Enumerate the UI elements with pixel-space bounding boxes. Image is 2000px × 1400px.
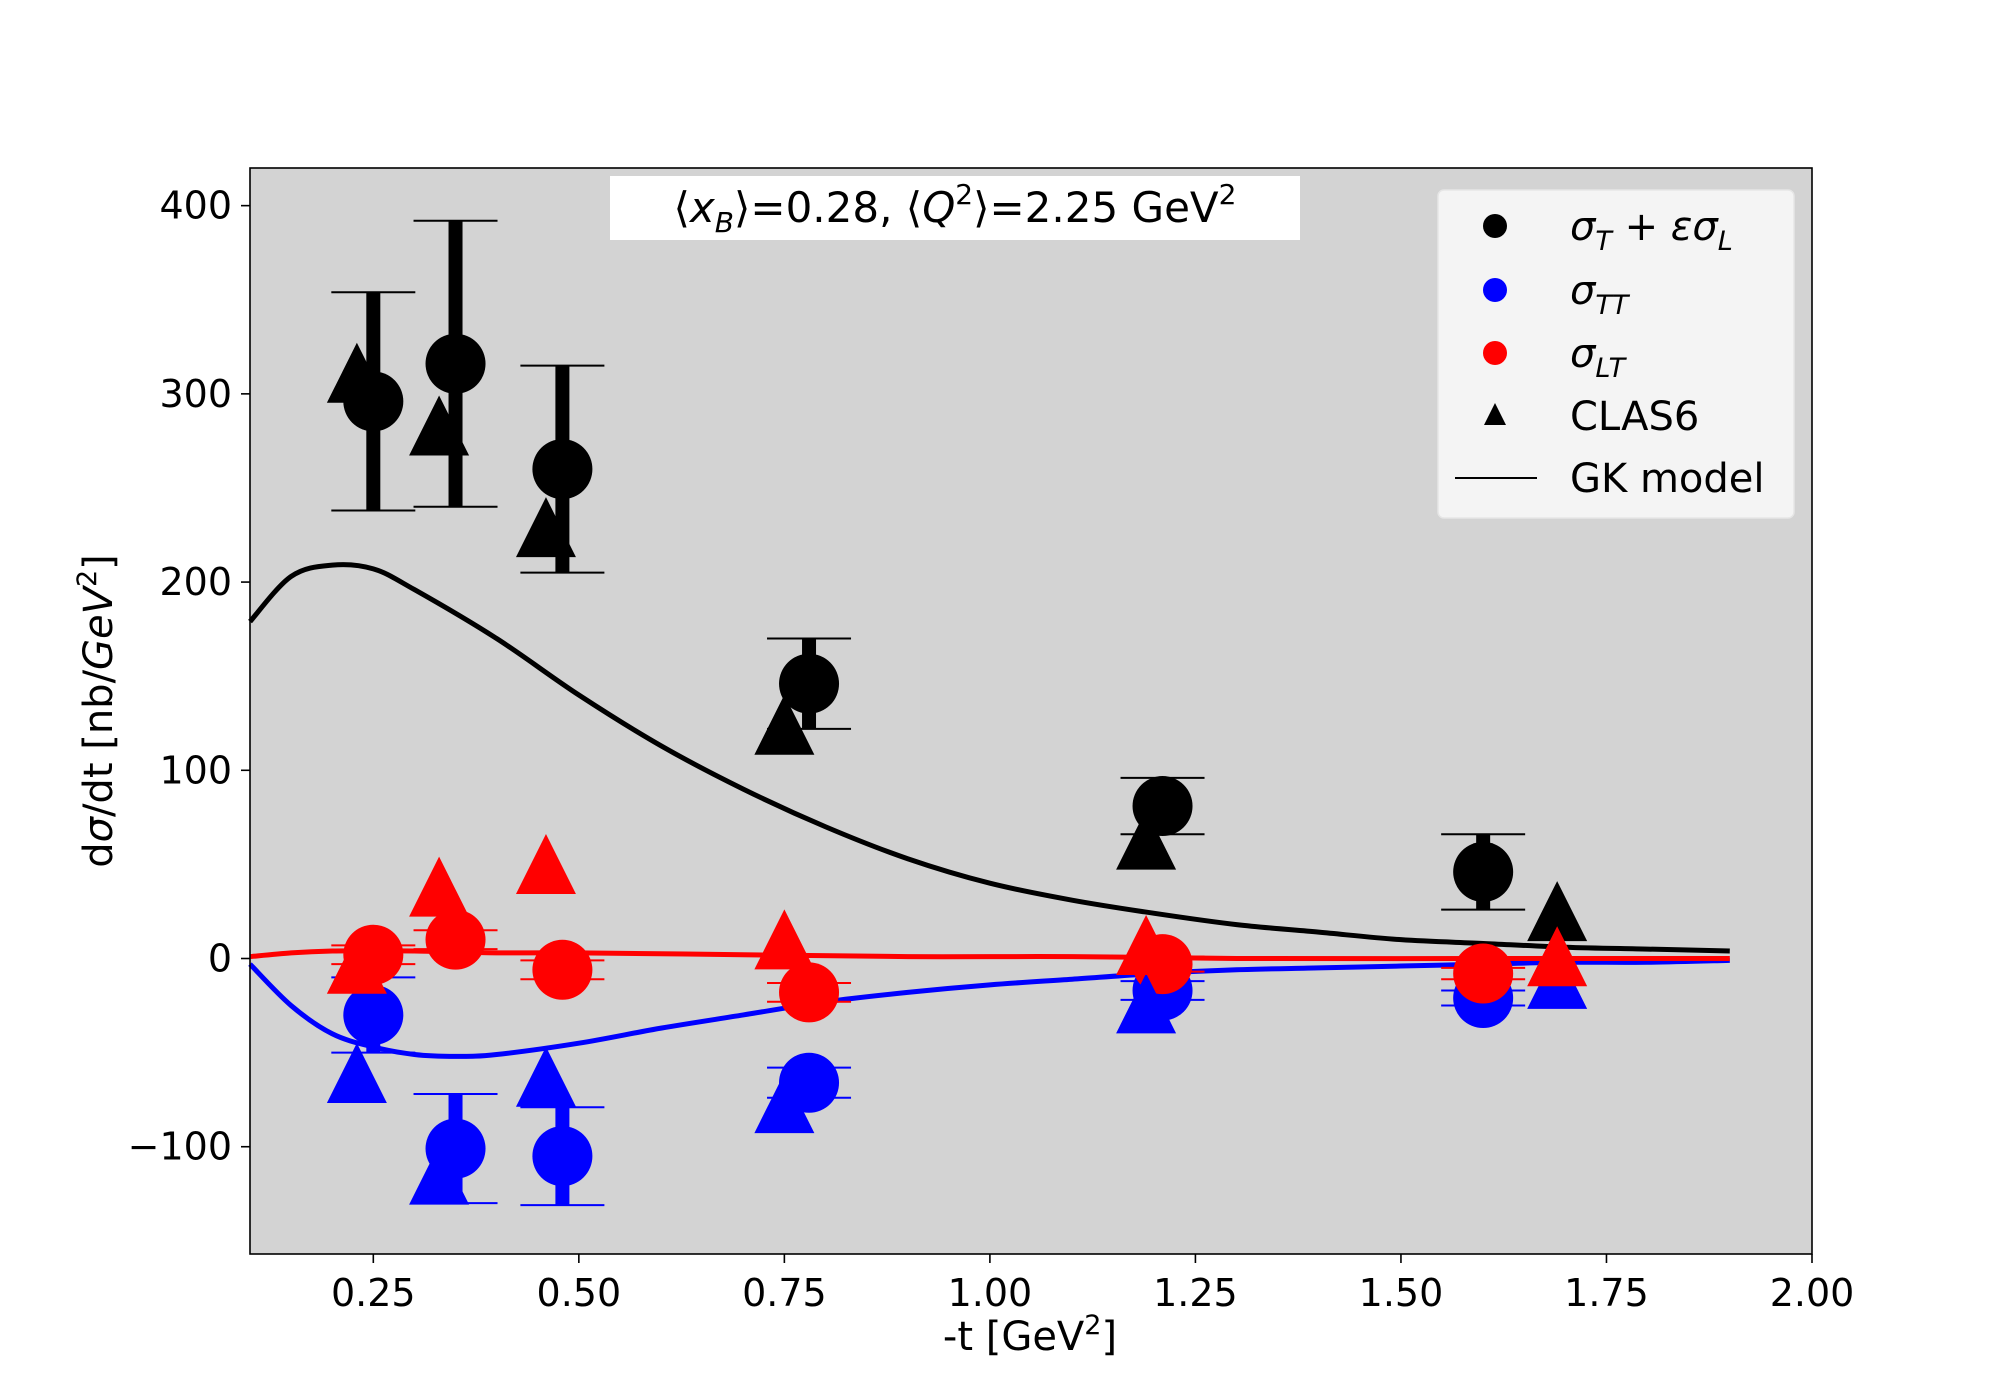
x-tick-label: 1.00 xyxy=(948,1271,1033,1315)
legend-entry-gk-model: GK model xyxy=(1455,456,1765,502)
lt-red-point xyxy=(425,909,486,970)
legend: σT + εσL σTT σLT CLAS6 GK model xyxy=(1437,189,1795,519)
clas6-black-point xyxy=(754,694,815,755)
t-l-black-point xyxy=(1453,841,1514,902)
y-tick-label: −100 xyxy=(128,1125,232,1169)
tt-blue-point xyxy=(532,1126,593,1187)
x-tick-label: 1.25 xyxy=(1153,1271,1238,1315)
lt-red-point xyxy=(1453,943,1514,1004)
x-tick-label: 1.75 xyxy=(1564,1271,1649,1315)
legend-marker-blue-circle xyxy=(1483,278,1507,302)
clas6-red-point xyxy=(515,834,576,895)
clas6-blue-point xyxy=(1116,973,1177,1034)
legend-marker-red-circle xyxy=(1483,341,1507,365)
clas6-black-point xyxy=(1527,881,1588,942)
x-tick-label: 0.50 xyxy=(537,1271,622,1315)
legend-label-gk-model: GK model xyxy=(1570,456,1765,502)
legend-marker-triangle xyxy=(1484,403,1506,425)
legend-entry-clas6: CLAS6 xyxy=(1484,394,1699,440)
legend-entry-sigma-lt: σLT xyxy=(1483,331,1628,384)
plot-frame xyxy=(249,167,1813,1255)
lt-red-point xyxy=(532,939,593,1000)
clas6-red-point xyxy=(326,933,387,994)
clas6-blue-point xyxy=(326,1042,387,1103)
legend-entry-sigma-tt: σTT xyxy=(1483,268,1631,321)
clas6-blue-point xyxy=(515,1046,576,1107)
lt-red-point xyxy=(779,962,840,1023)
chart-title: ⟨xB⟩=0.28, ⟨Q2⟩=2.25 GeV2 xyxy=(674,178,1237,239)
y-tick-label: 100 xyxy=(159,748,232,792)
tt-blue-point xyxy=(343,984,404,1045)
clas6-red-point xyxy=(754,909,815,970)
t-l-black-point xyxy=(532,439,593,500)
y-axis-ticks: −100 0 100 200 300 400 xyxy=(128,184,250,1169)
x-tick-label: 0.25 xyxy=(331,1271,416,1315)
legend-box xyxy=(1437,189,1795,519)
t-l-black-point xyxy=(779,653,840,714)
x-tick-label: 1.50 xyxy=(1359,1271,1444,1315)
clas6-black-point xyxy=(515,497,576,558)
clas6-blue-point xyxy=(754,1073,815,1134)
x-axis-label: -t [GeV2] xyxy=(943,1310,1117,1360)
y-tick-label: 200 xyxy=(159,560,232,604)
y-tick-label: 0 xyxy=(208,937,232,981)
x-axis-ticks: 0.25 0.50 0.75 1.00 1.25 1.50 1.75 2.00 xyxy=(331,1254,1854,1315)
legend-label-sigma-tt: σTT xyxy=(1570,268,1631,321)
legend-label-clas6: CLAS6 xyxy=(1570,394,1699,440)
y-tick-label: 400 xyxy=(159,184,232,228)
clas6-black-point xyxy=(409,395,470,456)
t-l-black-point xyxy=(425,333,486,394)
data-markers xyxy=(326,219,1588,1207)
clas6-red-point xyxy=(409,856,470,917)
gk-model-curve-black xyxy=(248,562,1730,954)
legend-marker-black-circle xyxy=(1483,214,1507,238)
legend-label-sigma-t: σT + εσL xyxy=(1570,204,1733,257)
clas6-red-point xyxy=(1116,914,1177,975)
x-tick-label: 0.75 xyxy=(742,1271,827,1315)
clas6-blue-point xyxy=(409,1144,470,1205)
clas6-red-point xyxy=(1527,926,1588,987)
clas6-black-point xyxy=(326,342,387,403)
title-box xyxy=(610,176,1300,240)
legend-entry-sigma-t: σT + εσL xyxy=(1483,204,1733,257)
y-tick-label: 300 xyxy=(159,372,232,416)
legend-label-sigma-lt: σLT xyxy=(1570,331,1628,384)
y-axis-label: dσ/dt [nb/GeV2] xyxy=(72,554,122,868)
x-tick-label: 2.00 xyxy=(1770,1271,1855,1315)
clas6-black-point xyxy=(1116,809,1177,870)
